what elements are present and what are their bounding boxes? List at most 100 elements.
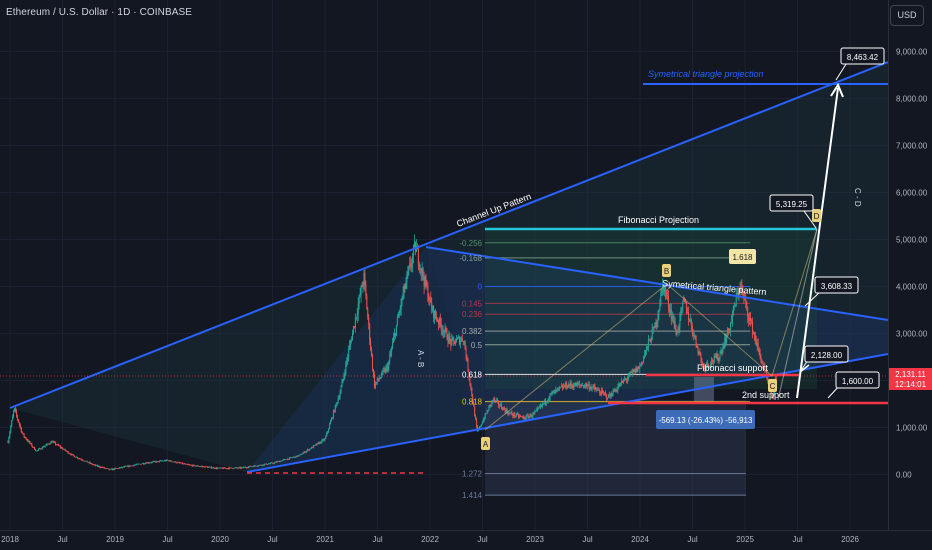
candle-body — [383, 369, 385, 371]
x-tick-label: Jul — [267, 535, 277, 544]
candle-body — [609, 393, 611, 397]
candle-body — [313, 445, 315, 446]
candle-body — [421, 268, 423, 273]
candle-body — [540, 404, 542, 406]
currency-button[interactable]: USD — [890, 5, 924, 26]
candle-body — [42, 446, 44, 448]
candle-body — [75, 457, 77, 458]
candle-body — [403, 284, 405, 293]
candle-body — [635, 367, 637, 373]
candle-body — [616, 390, 618, 392]
candle-body — [673, 320, 675, 323]
candle-body — [604, 393, 606, 395]
candle-body — [221, 467, 223, 469]
candle-body — [324, 438, 326, 441]
candle-body — [385, 367, 387, 373]
callout-2128-text: 2,128.00 — [811, 351, 843, 360]
candle-body — [687, 311, 689, 313]
candle-body — [209, 466, 211, 468]
candle-body — [79, 458, 81, 460]
candle-body — [709, 364, 711, 366]
x-tick-label: 2022 — [421, 535, 439, 544]
candle-body — [105, 468, 107, 469]
candle-body — [472, 395, 474, 403]
candle-body — [243, 467, 245, 468]
fib-level-label: 0.5 — [471, 341, 483, 350]
candle-body — [271, 462, 273, 464]
candle-body — [373, 374, 375, 388]
channel-lower-line[interactable] — [246, 353, 888, 473]
y-tick-label: 7,000.00 — [896, 142, 928, 151]
projection-arrow-2[interactable] — [796, 87, 839, 399]
candle-body — [439, 317, 441, 324]
candle-body — [517, 413, 519, 415]
candle-body — [276, 461, 278, 463]
candle-body — [351, 340, 353, 342]
candle-body — [702, 364, 704, 366]
callout-1600: 1,600.00 — [835, 371, 880, 389]
candle-body — [51, 441, 53, 443]
candle-body — [351, 332, 353, 341]
candle-body — [135, 464, 137, 466]
candle-body — [724, 338, 726, 348]
candle-body — [323, 439, 325, 441]
candle-body — [339, 392, 341, 398]
candle-body — [61, 447, 63, 450]
candle-body — [681, 308, 683, 310]
candle-body — [331, 417, 333, 419]
candle-body — [369, 324, 371, 341]
candle-body — [576, 383, 578, 387]
candle-body — [222, 468, 224, 469]
candle-body — [469, 377, 471, 384]
candle-body — [382, 370, 384, 372]
candle-body — [762, 363, 764, 367]
candle-body — [37, 449, 39, 451]
candle-body — [642, 361, 644, 363]
candle-body — [587, 384, 589, 385]
candle-body — [710, 359, 712, 365]
candle-body — [410, 263, 412, 267]
candle-body — [530, 414, 532, 417]
candle-body — [47, 443, 49, 445]
candle-body — [532, 413, 534, 416]
candle-body — [177, 462, 179, 463]
candle-body — [674, 320, 676, 329]
callout-5319-text: 5,319.25 — [776, 200, 808, 209]
channel-upper-line[interactable] — [9, 61, 888, 409]
candle-body — [22, 433, 24, 435]
time-axis[interactable]: 2018 Jul 2019 Jul 2020 Jul 2021 Jul 2022 Jul 2023 J… — [1, 535, 859, 544]
candle-body — [316, 443, 318, 446]
candle-body — [191, 465, 193, 467]
candle-body — [504, 409, 506, 413]
candle-body — [251, 466, 253, 468]
fib-levels — [485, 242, 750, 496]
candle-body — [193, 464, 195, 466]
candle-body — [707, 362, 709, 365]
impulse-shade — [247, 247, 485, 472]
candle-body — [13, 410, 15, 416]
candle-body — [306, 450, 308, 452]
candle-body — [162, 460, 164, 462]
candle-body — [116, 468, 118, 469]
candle-body — [750, 317, 752, 321]
triangle-upper-line[interactable] — [425, 246, 888, 321]
candle-body — [488, 406, 490, 411]
x-tick-label: Jul — [162, 535, 172, 544]
candle-body — [285, 459, 287, 460]
candle-body — [95, 464, 97, 466]
candle-body — [666, 293, 668, 296]
candle-body — [596, 389, 598, 391]
candle-body — [182, 462, 184, 465]
candle-body — [25, 437, 27, 440]
candle-body — [163, 460, 165, 462]
candle-body — [185, 463, 187, 465]
candle-body — [558, 387, 560, 389]
candle-body — [695, 335, 697, 345]
candle-body — [287, 458, 289, 460]
small-arrow — [799, 364, 810, 373]
candle-body — [220, 467, 222, 469]
candle-body — [92, 464, 94, 465]
candle-body — [336, 402, 338, 404]
candle-body — [300, 454, 302, 455]
